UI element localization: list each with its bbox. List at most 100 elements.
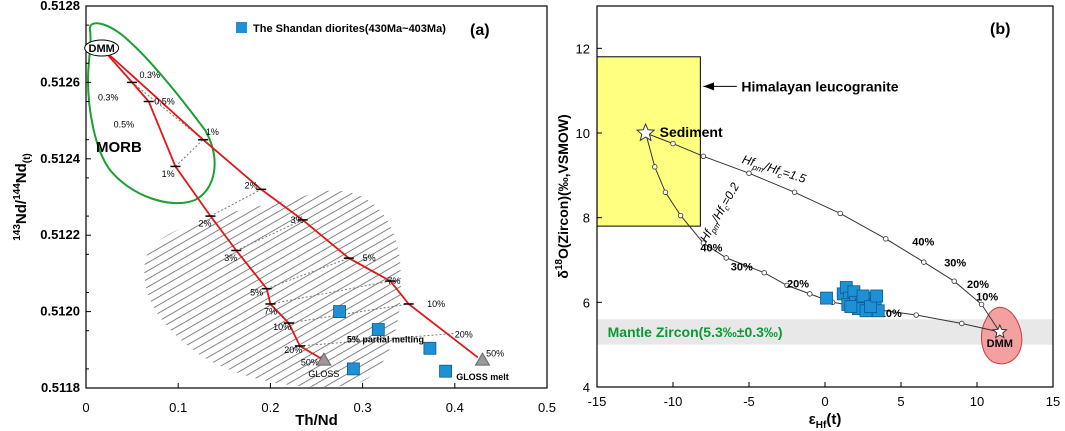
gloss-melt-marker (474, 352, 491, 366)
curve-node (700, 153, 707, 159)
gloss-label: GLOSS (308, 369, 339, 379)
curve-node (791, 189, 798, 195)
percent-label: 1% (206, 127, 219, 137)
y-tick-label: 4 (583, 380, 590, 395)
percent-label: 50% (301, 357, 319, 367)
y-tick-label: 0.5124 (40, 151, 81, 166)
hf-main: /Hf (762, 159, 783, 178)
x-tick-label: -10 (664, 394, 683, 409)
x-tick-label: 0.3 (354, 400, 372, 415)
hf-main: =0.2 (718, 180, 742, 208)
y-label-sup: 18 (554, 259, 565, 271)
mantle-zircon-label: Mantle Zircon(5.3‰±0.3‰) (608, 324, 783, 340)
data-point (820, 291, 833, 305)
y-label-sup: 143 (12, 224, 23, 241)
y-tick-label: 0.5120 (40, 304, 80, 319)
panel-label: (a) (470, 22, 490, 39)
data-point (856, 289, 870, 303)
panel-a: 0 0.1 0.2 0.3 0.4 0.5 0.5118 0.5120 0.5122 0.5124… (12, 0, 556, 429)
x-tick-label: 0 (82, 400, 89, 415)
panel-label: (b) (990, 21, 1010, 38)
tie-line (210, 188, 262, 217)
percent-label: 20% (455, 330, 473, 340)
gloss-marker (316, 352, 332, 366)
data-point (346, 362, 360, 376)
curve-node (761, 270, 767, 276)
x-label-sub: Hf (816, 420, 827, 431)
y-label-main: Nd (13, 163, 30, 183)
partial-melting-label: 5% partial melting (347, 334, 424, 344)
tie-line (236, 219, 303, 251)
y-tick-label: 10 (576, 126, 590, 141)
tie-line (175, 139, 204, 167)
sediment-marker (635, 122, 656, 142)
curve-node (662, 189, 669, 195)
data-point (333, 305, 346, 319)
y-label-main: Nd/ (13, 199, 30, 224)
y-tick-label: 0.5122 (40, 227, 80, 242)
legend-swatch (236, 22, 247, 33)
tie-line (270, 280, 391, 305)
percent-label: 2% (198, 219, 211, 229)
percent-label: 50% (486, 349, 504, 359)
x-tick-label: -5 (743, 394, 755, 409)
y-tick-label: 0.5128 (40, 0, 80, 13)
mixing-curve (101, 47, 479, 359)
percent-label: 5% (363, 253, 376, 263)
percent-label: 0.3% (139, 70, 160, 80)
hf-sub: c (776, 171, 783, 181)
x-tick-label: 0.4 (446, 400, 464, 415)
hf-main: =1.5 (781, 165, 808, 186)
x-tick-label: 15 (1046, 394, 1060, 409)
percent-label: 3% (291, 215, 304, 225)
curve-node (700, 240, 707, 246)
curve-label-0-2: Hfpm/Hfc=0.2 (697, 180, 744, 246)
dmm-marker (991, 323, 1008, 339)
hf-sub: c (722, 204, 732, 212)
percent-label: 10% (427, 299, 445, 309)
pointer-arrowhead (703, 82, 715, 91)
data-point (423, 341, 437, 355)
percent-label: 1% (162, 169, 175, 179)
percent-label: 10% (976, 291, 998, 303)
data-point (870, 289, 884, 303)
curve-node (746, 170, 752, 176)
y-tick-label: 0.5126 (40, 74, 80, 89)
curve-node (652, 164, 658, 170)
percent-label: 3% (224, 253, 237, 263)
y-label-main: δ (555, 270, 571, 279)
x-axis-label: εHf(t) (809, 411, 842, 431)
curve-node (978, 301, 985, 308)
x-tick-label: 0.1 (169, 400, 187, 415)
curve-node (883, 236, 889, 242)
curve-node (913, 312, 919, 318)
percent-label: 30% (944, 258, 966, 270)
percent-label: 5% (250, 288, 263, 298)
tie-line (299, 332, 455, 347)
x-label-main: ε (809, 411, 816, 428)
percent-label: 20% (787, 278, 809, 290)
x-tick-label: 10 (970, 394, 984, 409)
y-tick-label: 6 (583, 295, 590, 310)
percent-label: 20% (284, 345, 302, 355)
curve-label-1-5: Hfpm/Hfc=1.5 (740, 152, 808, 188)
percent-label: 0.5% (154, 97, 175, 107)
y-label-sup: 144 (12, 183, 23, 200)
y-tick-label: 0.5118 (41, 380, 80, 395)
curve-node (837, 210, 843, 217)
mixing-curve (645, 132, 1000, 333)
data-point (371, 323, 385, 336)
legend-label: The Shandan diorites(430Ma~403Ma) (253, 23, 446, 35)
percent-label: 7% (264, 307, 277, 317)
x-tick-label: -15 (588, 394, 607, 409)
x-label-tail: (t) (826, 411, 841, 428)
y-tick-label: 8 (583, 211, 590, 226)
y-label-main: O(Zircon)(‰,VSMOW) (555, 114, 571, 259)
morb-label: MORB (96, 139, 142, 156)
tie-line (266, 257, 349, 290)
x-tick-label: 0 (821, 394, 828, 409)
curve-node (670, 140, 676, 147)
gloss-sediment-field (144, 190, 401, 387)
percent-label: 20% (967, 279, 989, 291)
